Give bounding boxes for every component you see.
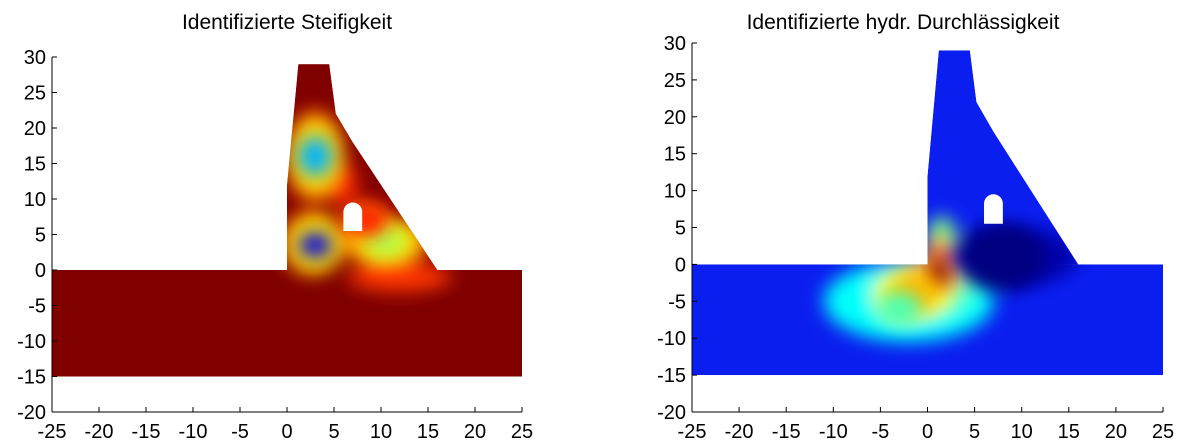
chart-permeability: Identifizierte hydr. Durchlässigkeit -25-… <box>590 0 1180 444</box>
y-tick-label: 15 <box>664 144 686 166</box>
field-feature-4 <box>960 223 1046 291</box>
y-tick-label: -20 <box>657 402 686 424</box>
x-tick-label: 25 <box>511 421 533 443</box>
y-tick-label: 0 <box>35 260 46 282</box>
foundation-region <box>52 270 522 377</box>
chart-permeability-svg: Identifizierte hydr. Durchlässigkeit-25-… <box>657 11 1174 443</box>
chart-stiffness: Identifizierte Steifigkeit -25 -20 -15 -10 -5… <box>17 11 533 443</box>
y-tick-label: -10 <box>17 331 46 353</box>
x-tick-label: 10 <box>370 421 392 443</box>
y-tick-label: 20 <box>24 118 46 140</box>
y-tick-label: 5 <box>675 218 686 240</box>
chart-title: Identifizierte hydr. Durchlässigkeit <box>747 11 1060 34</box>
y-tick-label: 5 <box>35 225 46 247</box>
x-tick-label: 10 <box>1011 421 1033 443</box>
x-tick-label: -25 <box>38 421 67 443</box>
field-feature-3 <box>876 290 922 327</box>
x-tick-label: -15 <box>132 421 161 443</box>
gallery-opening <box>984 194 1003 224</box>
y-tick-label: 30 <box>664 33 686 55</box>
x-tick-label: -15 <box>772 421 801 443</box>
x-tick-label: -20 <box>85 421 114 443</box>
y-tick-label: -5 <box>28 296 46 318</box>
y-tick-label: -20 <box>17 402 46 424</box>
y-tick-label: 30 <box>24 47 46 69</box>
x-tick-label: 20 <box>1105 421 1127 443</box>
y-tick-label: 15 <box>24 154 46 176</box>
x-tick-label: -5 <box>872 421 890 443</box>
y-tick-label: -5 <box>668 291 686 313</box>
x-tick-label: 25 <box>1152 421 1174 443</box>
y-tick-label: -15 <box>17 367 46 389</box>
x-tick-label: 20 <box>464 421 486 443</box>
y-tick-label: 0 <box>675 254 686 276</box>
x-tick-label: -20 <box>725 421 754 443</box>
field-area <box>52 64 522 377</box>
y-tick-label: 25 <box>24 83 46 105</box>
y-tick-label: -15 <box>657 365 686 387</box>
x-tick-label: 5 <box>969 421 980 443</box>
field-feature-1 <box>298 136 333 177</box>
x-tick-label: 15 <box>417 421 439 443</box>
y-tick-label: -10 <box>657 328 686 350</box>
gallery-opening <box>343 202 363 231</box>
chart-stiffness-svg: Identifizierte Steifigkeit-25 -20 -15 -10 -5… <box>17 11 533 443</box>
dam-body-region <box>927 50 1079 265</box>
x-tick-label: -25 <box>678 421 707 443</box>
x-tick-label: 0 <box>281 421 292 443</box>
x-tick-label: 5 <box>328 421 339 443</box>
x-tick-label: -10 <box>819 421 848 443</box>
x-tick-label: -5 <box>231 421 249 443</box>
x-tick-label: -10 <box>179 421 208 443</box>
y-tick-label: 10 <box>664 181 686 203</box>
y-tick-label: 25 <box>664 70 686 92</box>
x-tick-label: 0 <box>922 421 933 443</box>
field-feature-2 <box>298 232 333 258</box>
field-area <box>692 50 1163 376</box>
chart-title: Identifizierte Steifigkeit <box>182 11 392 34</box>
y-tick-label: 20 <box>664 107 686 129</box>
field-feature-1 <box>930 258 950 286</box>
x-tick-label: 15 <box>1058 421 1080 443</box>
y-tick-label: 10 <box>24 189 46 211</box>
